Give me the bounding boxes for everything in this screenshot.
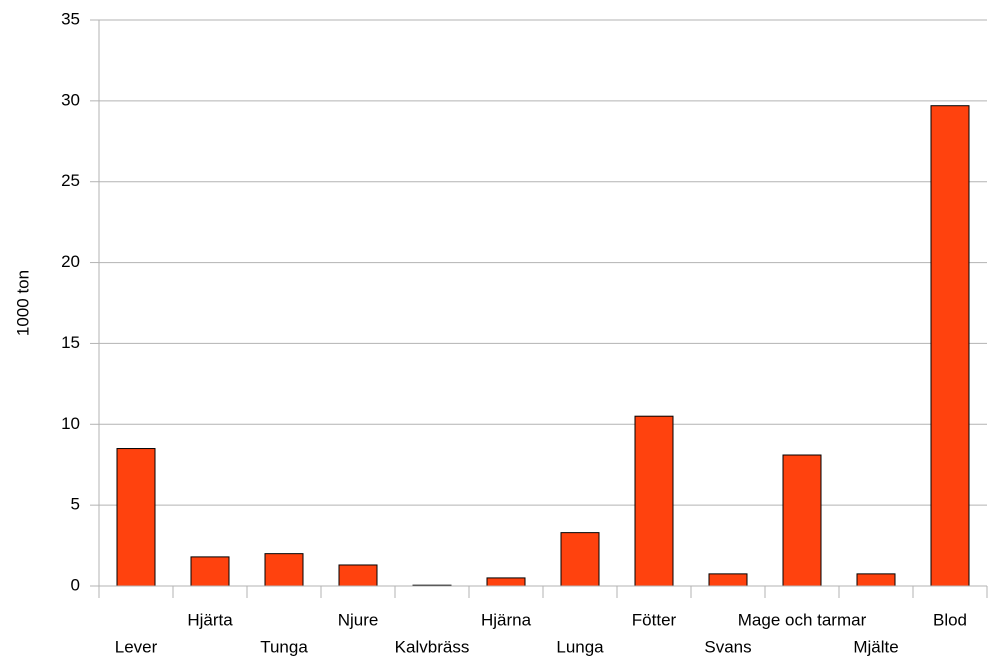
y-axis-label: 1000 ton	[13, 270, 32, 336]
y-tick-label: 30	[61, 90, 80, 109]
x-tick-label: Fötter	[632, 610, 677, 629]
y-tick-label: 15	[61, 333, 80, 352]
x-tick-label: Njure	[338, 610, 379, 629]
x-tick-label: Hjärna	[481, 610, 532, 629]
x-tick-label: Lever	[115, 637, 158, 656]
y-tick-label: 35	[61, 9, 80, 28]
x-tick-label: Kalvbräss	[395, 637, 470, 656]
x-tick-label: Mage och tarmar	[738, 610, 867, 629]
bar	[708, 573, 748, 587]
x-tick-label: Blod	[933, 610, 967, 629]
bar	[264, 553, 304, 587]
y-tick-label: 5	[71, 495, 80, 514]
y-tick-label: 0	[71, 575, 80, 594]
bar	[856, 573, 896, 587]
x-tick-label: Lunga	[556, 637, 604, 656]
y-tick-label: 20	[61, 252, 80, 271]
bar	[930, 105, 970, 587]
y-tick-label: 10	[61, 414, 80, 433]
bar	[560, 532, 600, 587]
x-tick-label: Hjärta	[187, 610, 233, 629]
bar	[116, 448, 156, 587]
x-tick-label: Tunga	[260, 637, 308, 656]
x-tick-label: Svans	[704, 637, 751, 656]
bar	[634, 415, 674, 587]
bar	[190, 556, 230, 587]
bar	[486, 577, 526, 587]
x-tick-label: Mjälte	[853, 637, 898, 656]
bar	[338, 564, 378, 587]
bar	[782, 454, 822, 587]
y-tick-label: 25	[61, 171, 80, 190]
